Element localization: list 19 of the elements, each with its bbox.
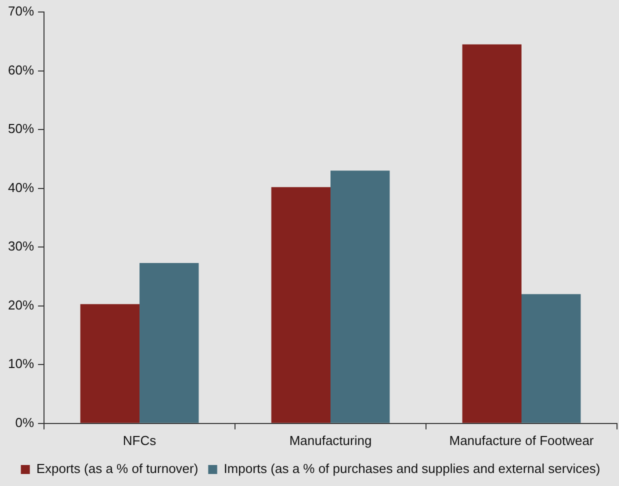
y-tick-label: 40%	[8, 180, 34, 195]
y-tick-label: 60%	[8, 62, 34, 78]
x-tick-label: Manufacture of Footwear	[449, 432, 594, 448]
y-tick-label: 30%	[8, 238, 34, 254]
x-tick-label: Manufacturing	[289, 432, 372, 448]
y-tick-label: 20%	[8, 297, 34, 312]
y-tick-label: 50%	[8, 121, 34, 136]
bar	[462, 44, 522, 423]
bar	[522, 294, 581, 423]
legend-label: Imports (as a % of purchases and supplies and external services)	[224, 461, 600, 476]
legend-label: Exports (as a % of turnover)	[36, 461, 198, 476]
y-tick-label: 10%	[8, 356, 34, 372]
bar	[330, 170, 390, 423]
bar	[80, 304, 140, 423]
y-tick-label: 70%	[8, 4, 34, 19]
bar	[271, 187, 331, 423]
bar	[140, 262, 199, 423]
y-tick-label: 0%	[15, 414, 34, 430]
x-tick-label: NFCs	[122, 432, 157, 448]
